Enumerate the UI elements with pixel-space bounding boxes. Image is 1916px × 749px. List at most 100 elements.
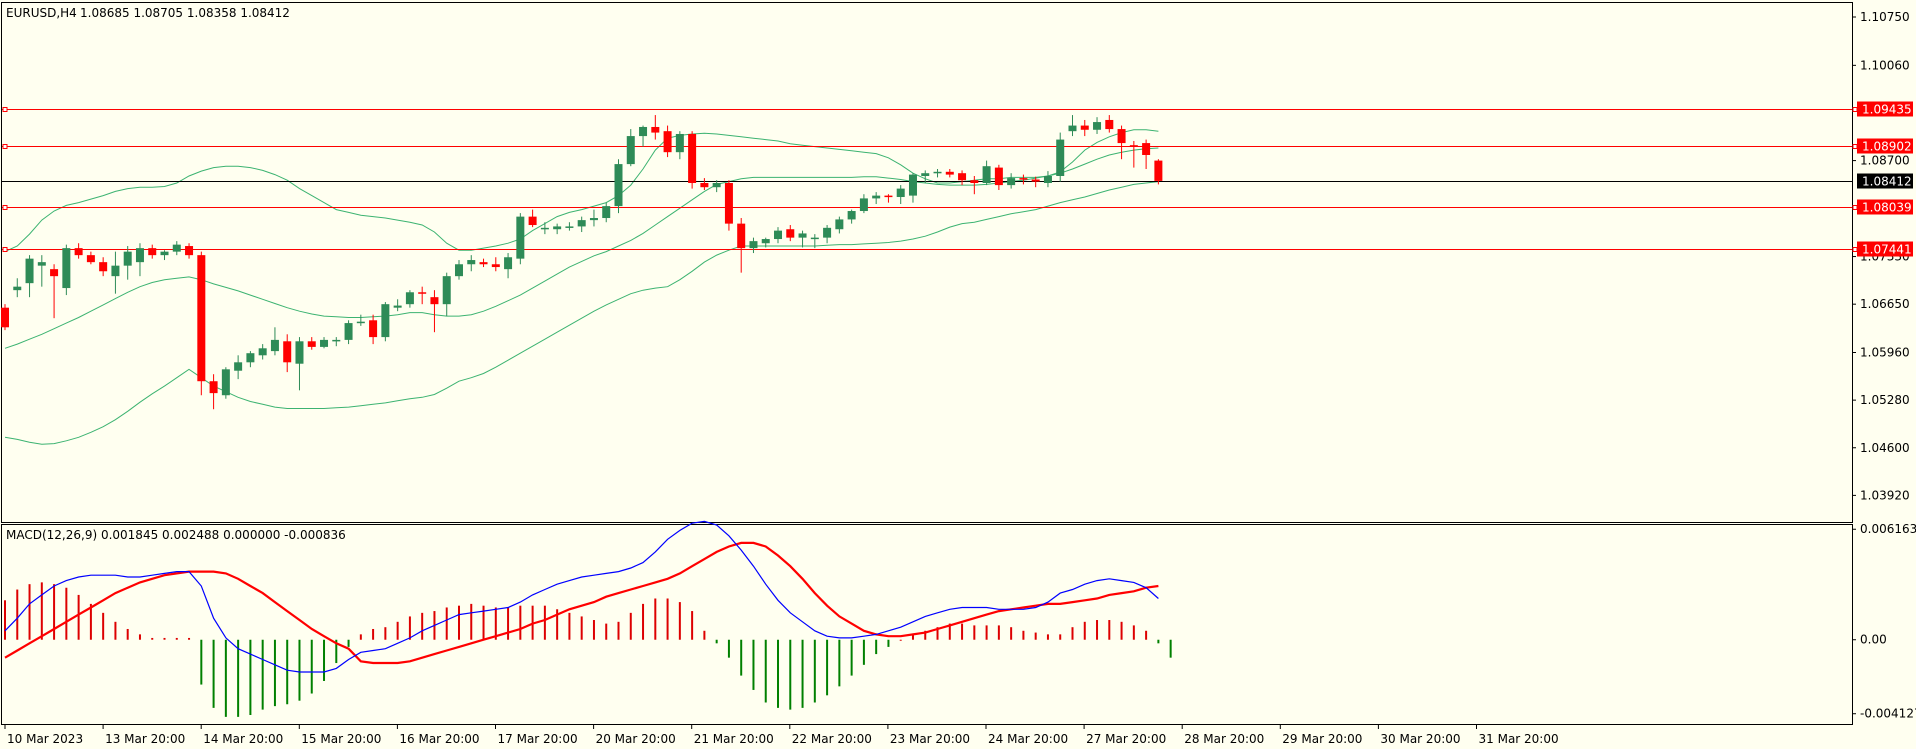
candle-body <box>737 223 746 249</box>
candle-body <box>1 307 9 328</box>
candle-body <box>528 216 537 226</box>
candle-body <box>504 257 513 270</box>
candle-body <box>50 269 59 277</box>
candle-body <box>1031 179 1040 182</box>
level-anchor-handle <box>2 107 8 112</box>
bull-candle <box>246 351 255 368</box>
bull-candle <box>295 337 304 391</box>
macd-main-line <box>4 520 1159 673</box>
bull-candle <box>13 278 22 298</box>
candle-body <box>970 180 979 184</box>
macd-axis-label: -0.004127 <box>1860 707 1916 721</box>
candle-body <box>786 229 795 238</box>
candle-body <box>577 220 586 227</box>
main-price-pane[interactable]: 1.107501.100601.087001.073301.066501.059… <box>1 2 1913 523</box>
bear-candle <box>1019 174 1028 185</box>
candle-body <box>25 258 34 284</box>
candle-body <box>320 339 329 347</box>
bear-candle <box>688 131 697 189</box>
bear-candle <box>1142 139 1151 169</box>
bull-candle <box>921 170 930 184</box>
candle-body <box>835 219 844 230</box>
bull-candle <box>467 255 476 272</box>
macd-histogram <box>4 582 1172 717</box>
candle-body <box>86 255 95 263</box>
bear-candle <box>1 304 9 331</box>
candle-body <box>724 183 733 224</box>
symbol-header: EURUSD,H4 <box>6 6 77 20</box>
bear-candle <box>197 251 206 396</box>
bear-candle <box>418 286 427 305</box>
macd-pane[interactable]: 0.006163 0.00 -0.004127 MACD(12,26,9) 0.00… <box>1 520 1916 725</box>
bull-candle <box>1068 115 1077 137</box>
level-anchor-handle <box>2 247 8 252</box>
level-anchor-handle <box>1852 205 1858 210</box>
bear-candle <box>1080 119 1089 137</box>
macd-axis-label: 0.006163 <box>1860 522 1916 536</box>
candle-body <box>847 211 856 220</box>
bull-candle <box>504 253 513 279</box>
time-axis-label: 13 Mar 20:00 <box>105 732 185 746</box>
candle-body <box>982 166 991 184</box>
macd-header: MACD(12,26,9) 0.001845 0.002488 0.000000… <box>6 528 346 542</box>
candle-body <box>1068 125 1077 132</box>
bull-candle <box>589 209 598 227</box>
candle-body <box>1043 176 1052 184</box>
time-axis-label: 29 Mar 20:00 <box>1282 732 1362 746</box>
candle-body <box>602 206 611 219</box>
bull-candle <box>553 223 562 235</box>
bear-candle <box>786 225 795 242</box>
level-anchor-handle <box>2 205 8 210</box>
time-axis-label: 17 Mar 20:00 <box>498 732 578 746</box>
candle-body <box>540 227 549 230</box>
bear-candle <box>651 115 660 140</box>
bull-candle <box>332 337 341 347</box>
bull-candle <box>516 213 525 265</box>
bull-candle <box>626 129 635 167</box>
candle-body <box>430 297 439 305</box>
horizontal-levels[interactable] <box>2 107 1858 252</box>
price-pane-frame <box>1 2 1853 523</box>
bear-candle <box>86 251 95 265</box>
bear-candle <box>737 218 746 273</box>
candle-body <box>884 195 893 198</box>
bull-candle <box>172 241 181 256</box>
price-axis-label: 1.04600 <box>1860 441 1910 455</box>
bull-candle <box>135 243 144 277</box>
candle-body <box>675 133 684 153</box>
candle-body <box>135 248 144 263</box>
time-axis-label: 20 Mar 20:00 <box>596 732 676 746</box>
bull-candle <box>1043 171 1052 188</box>
bear-candle <box>700 178 709 191</box>
bull-candle <box>933 168 942 178</box>
bull-candle <box>712 180 721 193</box>
time-axis-label: 23 Mar 20:00 <box>890 732 970 746</box>
level-anchor-handle <box>1852 107 1858 112</box>
price-axis-label: 1.10750 <box>1860 10 1910 24</box>
time-axis-label: 28 Mar 20:00 <box>1184 732 1264 746</box>
bull-candle <box>344 320 353 345</box>
candle-body <box>148 248 157 256</box>
bull-candle <box>565 222 574 231</box>
time-axis-label: 21 Mar 20:00 <box>694 732 774 746</box>
bear-candle <box>1154 159 1163 185</box>
bull-candle <box>258 344 267 360</box>
bear-candle <box>663 125 672 158</box>
time-axis-label: 30 Mar 20:00 <box>1380 732 1460 746</box>
bull-candle <box>859 194 868 214</box>
level-price-tag-text: 1.07441 <box>1862 243 1912 257</box>
bear-candle <box>1129 140 1138 168</box>
candle-body <box>1007 178 1016 186</box>
bear-candle <box>148 244 157 259</box>
candle-body <box>467 260 476 265</box>
bull-candle <box>749 237 758 254</box>
bull-candle <box>221 367 230 399</box>
bear-candle <box>724 180 733 231</box>
candle-body <box>405 292 414 305</box>
candle-body <box>1019 178 1028 180</box>
candle-body <box>209 381 218 394</box>
candle-body <box>651 126 660 133</box>
bull-candle <box>835 216 844 234</box>
bear-candle <box>945 168 954 178</box>
